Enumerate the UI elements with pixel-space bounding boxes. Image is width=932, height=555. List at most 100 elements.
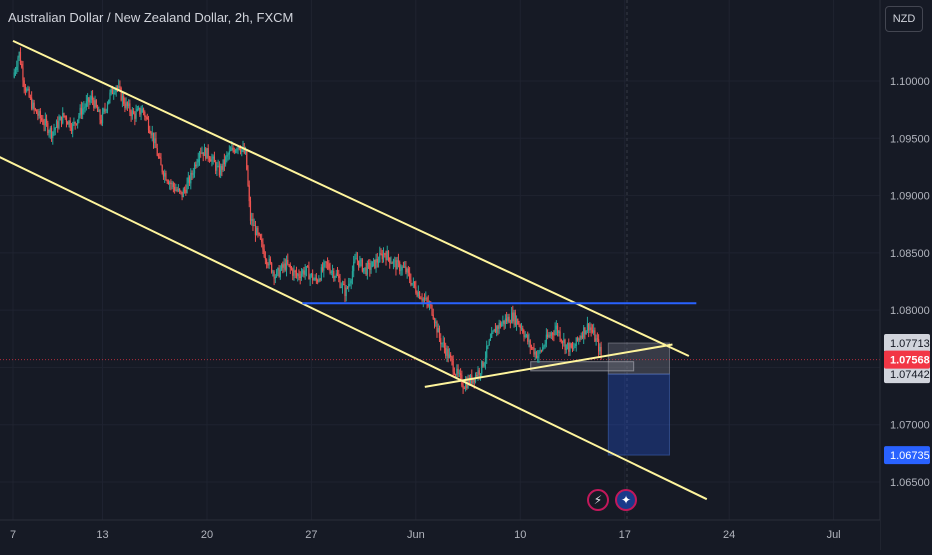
candle-body	[317, 280, 319, 282]
candle-body	[405, 266, 407, 273]
candle-body	[436, 321, 438, 333]
candle-body	[575, 337, 577, 347]
candle-body	[217, 165, 219, 167]
candle-body	[559, 331, 561, 340]
candle-body	[263, 249, 265, 257]
candle-body	[549, 335, 551, 337]
candle-body	[77, 119, 79, 125]
candle-body	[341, 284, 344, 288]
candle-body	[82, 108, 84, 115]
candle-body	[156, 147, 158, 156]
candle-body	[390, 262, 392, 264]
candle-body	[91, 96, 94, 101]
candle-body	[207, 148, 209, 158]
candle-body	[79, 107, 81, 116]
time-axis[interactable]: 7 13 20 27 Jun 10 17 24 Jul	[0, 519, 880, 550]
currency-button[interactable]: NZD	[885, 6, 923, 32]
candle-body	[361, 259, 363, 272]
candle-body	[304, 270, 306, 275]
candle-body	[379, 253, 381, 263]
candle-body	[422, 298, 424, 301]
candle-body	[161, 165, 163, 173]
candle-body	[318, 279, 320, 282]
candle-body	[537, 356, 539, 358]
candle-body	[527, 334, 529, 342]
candle-body	[68, 120, 70, 125]
candle-body	[432, 314, 434, 320]
candle-body	[54, 127, 56, 130]
price-label-bg	[884, 365, 930, 384]
candle-body	[400, 270, 402, 272]
time-tick-label: 10	[514, 529, 526, 541]
candle-body	[371, 261, 373, 268]
current-price-label: 1.07568	[884, 350, 930, 369]
candle-body	[360, 259, 362, 261]
candle-body	[75, 123, 78, 125]
candle-body	[600, 347, 602, 356]
candle-body	[344, 284, 346, 297]
candle-body	[43, 124, 45, 126]
candle-body	[201, 152, 203, 154]
candle-body	[437, 328, 439, 333]
candle-body	[423, 298, 426, 300]
price-tick-label: 1.09500	[890, 133, 930, 145]
candle-body	[275, 270, 278, 277]
price-axis[interactable]: 1.10000 1.09500 1.09000 1.08500 1.08000 1.075…	[879, 0, 932, 550]
candle-body	[391, 262, 393, 264]
candle-body	[336, 273, 339, 276]
candle-body	[489, 337, 492, 341]
candle-body	[259, 234, 262, 240]
candle-body	[482, 361, 484, 367]
candle-body	[477, 370, 479, 377]
candle-body	[548, 335, 550, 338]
candle-body	[249, 201, 252, 221]
candle-body	[504, 318, 506, 325]
candle-body	[44, 118, 46, 126]
candle-body	[594, 330, 596, 342]
candle-body	[248, 185, 250, 202]
stop-loss-zone	[607, 342, 670, 375]
candle-body	[149, 130, 151, 134]
candle-body	[191, 172, 193, 175]
candle-body	[106, 104, 109, 110]
candle-body	[167, 181, 170, 185]
candle-body	[52, 131, 54, 138]
candle-body	[351, 271, 354, 281]
candle-body	[155, 138, 157, 148]
candle-body	[221, 165, 223, 170]
candle-body	[394, 260, 396, 262]
candle-body	[90, 96, 92, 100]
candle-body	[458, 373, 460, 375]
candle-body	[463, 388, 465, 390]
candle-body	[571, 347, 574, 349]
candle-body	[67, 121, 69, 125]
candle-body	[264, 256, 266, 260]
candle-body	[507, 316, 509, 322]
candle-body	[258, 233, 260, 235]
australia-flag-icon[interactable]: ✦	[615, 489, 637, 511]
candle-body	[539, 350, 541, 352]
candle-body	[280, 264, 283, 270]
candle-body	[343, 284, 345, 285]
candle-body	[297, 274, 299, 276]
candle-body	[28, 88, 30, 98]
candle-body	[540, 350, 543, 352]
candle-body	[491, 332, 493, 338]
candle-body	[466, 382, 468, 389]
candle-body	[101, 111, 104, 124]
candle-body	[420, 298, 422, 300]
candle-body	[339, 278, 341, 288]
candle-body	[517, 318, 519, 325]
candle-body	[579, 338, 581, 340]
candle-body	[483, 363, 485, 367]
candle-body	[279, 269, 281, 277]
lightning-icon[interactable]: ⚡	[587, 489, 609, 511]
candle-body	[243, 147, 245, 154]
candle-body	[124, 103, 126, 108]
candle-body	[88, 97, 90, 103]
candle-body	[314, 277, 316, 280]
candle-body	[545, 334, 547, 344]
candle-body	[257, 227, 259, 234]
